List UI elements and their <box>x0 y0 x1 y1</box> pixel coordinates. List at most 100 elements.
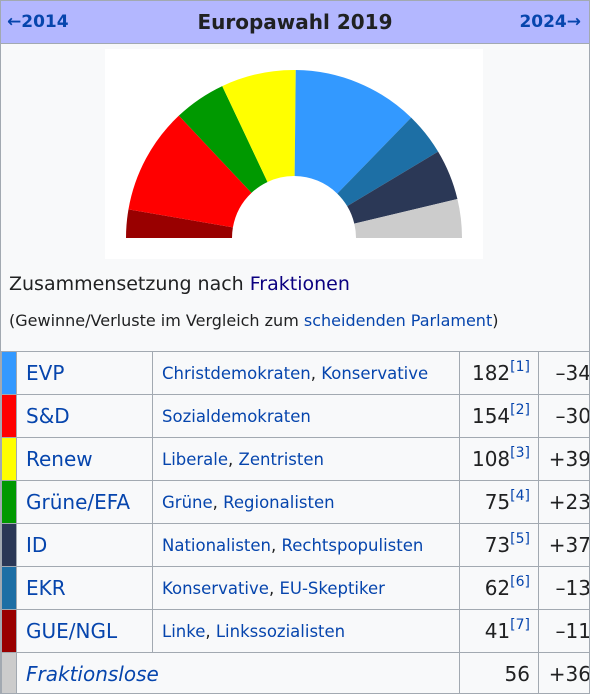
change-cell: –34 <box>539 352 590 395</box>
group-color-swatch <box>2 524 17 567</box>
group-description-link[interactable]: Regionalisten <box>223 493 334 512</box>
reference-superscript: [1] <box>510 359 530 375</box>
seats-value: 182 <box>472 361 510 385</box>
change-value: –11 <box>556 619 590 643</box>
group-name-cell: EVP <box>17 352 153 395</box>
group-name-link[interactable]: EVP <box>26 361 64 385</box>
group-description-link[interactable]: EU-Skeptiker <box>279 579 384 598</box>
change-value: +36 <box>549 662 590 686</box>
separator: , <box>213 493 224 512</box>
change-value: +23 <box>549 490 590 514</box>
seats-value: 75 <box>485 490 510 514</box>
table-row: GUE/NGL Linke, Linkssozialisten 41[7] –11 <box>2 610 590 653</box>
seats-cell: 73[5] <box>460 524 539 567</box>
seats-cell: 154[2] <box>460 395 539 438</box>
change-cell: +23 <box>539 481 590 524</box>
change-value: +39 <box>549 447 590 471</box>
group-description-cell: Konservative, EU-Skeptiker <box>153 567 460 610</box>
reference-link[interactable]: [7] <box>510 617 530 633</box>
group-description-cell: Christdemokraten, Konservative <box>153 352 460 395</box>
reference-link[interactable]: [5] <box>510 531 530 547</box>
change-cell: –30 <box>539 395 590 438</box>
table-row: S&D Sozialdemokraten 154[2] –30 <box>2 395 590 438</box>
seats-cell: 182[1] <box>460 352 539 395</box>
seats-cell: 75[4] <box>460 481 539 524</box>
reference-superscript: [4] <box>510 488 530 504</box>
group-description-cell: Linke, Linkssozialisten <box>153 610 460 653</box>
subcaption-suffix: ) <box>492 311 498 330</box>
table-row: Grüne/EFA Grüne, Regionalisten 75[4] +23 <box>2 481 590 524</box>
reference-link[interactable]: [6] <box>510 574 530 590</box>
group-description-link[interactable]: Christdemokraten <box>162 364 311 383</box>
group-description-cell: Liberale, Zentristen <box>153 438 460 481</box>
change-value: +37 <box>549 533 590 557</box>
change-cell: +39 <box>539 438 590 481</box>
group-name-link[interactable]: EKR <box>26 576 66 600</box>
change-value: –13 <box>556 576 590 600</box>
seats-cell: 108[3] <box>460 438 539 481</box>
seats-value: 73 <box>485 533 510 557</box>
seats-value: 56 <box>505 662 530 686</box>
group-description-link[interactable]: Sozialdemokraten <box>162 407 311 426</box>
seat-distribution-chart <box>105 49 483 259</box>
seats-value: 41 <box>485 619 510 643</box>
reference-superscript: [7] <box>510 617 530 633</box>
group-color-swatch <box>2 653 17 694</box>
scheidendes-parlament-link[interactable]: scheidenden Parlament <box>304 311 492 330</box>
chart-subcaption: (Gewinne/Verluste im Vergleich zum schei… <box>9 311 498 330</box>
group-description-link[interactable]: Konservative <box>321 364 428 383</box>
fraktionen-link[interactable]: Fraktionen <box>250 273 350 295</box>
change-cell: –13 <box>539 567 590 610</box>
group-description-link[interactable]: Nationalisten <box>162 536 271 555</box>
reference-link[interactable]: [1] <box>510 359 530 375</box>
group-name-cell: EKR <box>17 567 153 610</box>
caption-text: Zusammensetzung nach <box>9 273 250 295</box>
reference-link[interactable]: [3] <box>510 445 530 461</box>
reference-link[interactable]: [2] <box>510 402 530 418</box>
group-name-link[interactable]: Renew <box>26 447 93 471</box>
group-description-link[interactable]: Rechtspopulisten <box>282 536 424 555</box>
group-description-link[interactable]: Konservative <box>162 579 269 598</box>
group-name-cell: Renew <box>17 438 153 481</box>
reference-superscript: [5] <box>510 531 530 547</box>
change-cell: –11 <box>539 610 590 653</box>
separator: , <box>228 450 239 469</box>
seats-value: 154 <box>472 404 510 428</box>
group-description-link[interactable]: Grüne <box>162 493 213 512</box>
change-value: –34 <box>556 361 590 385</box>
group-color-swatch <box>2 352 17 395</box>
group-color-swatch <box>2 395 17 438</box>
group-name-link[interactable]: Fraktionslose <box>26 662 159 686</box>
separator: , <box>269 579 280 598</box>
group-color-swatch <box>2 481 17 524</box>
group-description-link[interactable]: Liberale <box>162 450 228 469</box>
group-description-link[interactable]: Zentristen <box>239 450 324 469</box>
reference-link[interactable]: [4] <box>510 488 530 504</box>
reference-superscript: [3] <box>510 445 530 461</box>
group-description-cell: Nationalisten, Rechtspopulisten <box>153 524 460 567</box>
group-name-link[interactable]: ID <box>26 533 47 557</box>
next-election-link[interactable]: 2024→ <box>519 1 581 43</box>
seats-cell: 62[6] <box>460 567 539 610</box>
group-color-swatch <box>2 610 17 653</box>
seats-cell: 56 <box>460 653 539 694</box>
group-name-link[interactable]: Grüne/EFA <box>26 490 130 514</box>
separator: , <box>205 622 216 641</box>
group-description-link[interactable]: Linkssozialisten <box>216 622 345 641</box>
group-name-cell: Grüne/EFA <box>17 481 153 524</box>
infobox-header: ←2014 Europawahl 2019 2024→ <box>1 1 589 44</box>
group-name-link[interactable]: GUE/NGL <box>26 619 117 643</box>
group-name-cell: GUE/NGL <box>17 610 153 653</box>
group-name-cell: ID <box>17 524 153 567</box>
group-name-link[interactable]: S&D <box>26 404 70 428</box>
separator: , <box>311 364 322 383</box>
group-description-link[interactable]: Linke <box>162 622 205 641</box>
chart-caption: Zusammensetzung nach Fraktionen <box>9 273 350 295</box>
separator: , <box>271 536 282 555</box>
table-row: Fraktionslose 56 +36 <box>2 653 590 694</box>
reference-superscript: [6] <box>510 574 530 590</box>
group-description-cell: Sozialdemokraten <box>153 395 460 438</box>
reference-superscript: [2] <box>510 402 530 418</box>
change-value: –30 <box>556 404 590 428</box>
